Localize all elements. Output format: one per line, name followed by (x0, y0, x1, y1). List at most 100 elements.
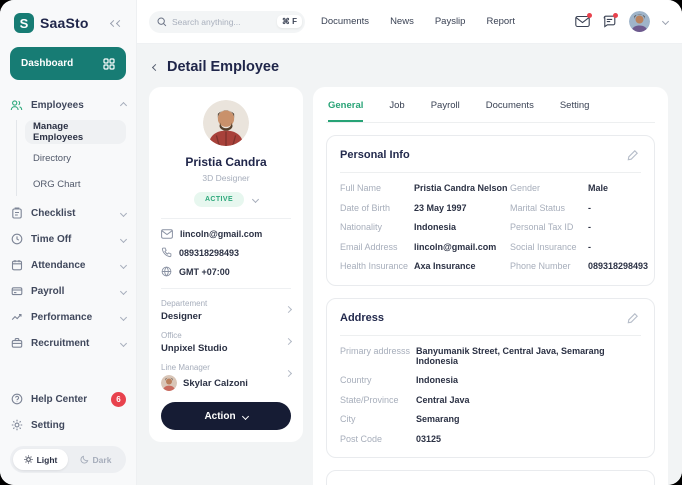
manager-name: Skylar Calzoni (183, 377, 248, 389)
info-value: Male (588, 183, 609, 193)
topbar: Search anything... ⌘ F Documents News Pa… (137, 0, 682, 44)
edit-icon[interactable] (625, 147, 641, 163)
employee-timezone-value: GMT +07:00 (179, 266, 230, 277)
edit-icon[interactable] (625, 310, 641, 326)
unread-dot (613, 13, 618, 18)
department-link[interactable]: Departement Designer (161, 299, 293, 322)
topnav-documents[interactable]: Documents (321, 16, 370, 27)
sidebar-item-dashboard[interactable]: Dashboard (10, 47, 126, 80)
info-label: Date of Birth (340, 202, 391, 213)
info-value: Banyumanik Street, Central Java, Semaran… (416, 345, 605, 366)
sidebar-item-performance[interactable]: Performance (10, 304, 128, 330)
info-value: - (588, 202, 591, 213)
section-title: Address (340, 311, 385, 324)
tab-documents[interactable]: Documents (485, 100, 534, 111)
info-label: Phone Number (510, 261, 571, 271)
sidebar-item-label: Checklist (31, 207, 76, 219)
theme-dark-button[interactable]: Dark (68, 449, 123, 470)
info-label: Personal Tax ID (510, 222, 574, 232)
search-shortcut-badge: ⌘ F (276, 15, 302, 28)
sidebar-item-org-chart[interactable]: ORG Chart (25, 172, 126, 196)
sidebar-item-recruitment[interactable]: Recruitment (10, 330, 128, 356)
info-label: Marital Status (510, 202, 566, 213)
sidebar-item-label: Time Off (31, 233, 72, 245)
trend-icon (10, 311, 23, 324)
info-value: Pristia Candra Nelson (414, 183, 508, 193)
back-icon[interactable] (151, 63, 160, 72)
sidebar-item-manage-employees[interactable]: Manage Employees (25, 120, 126, 144)
sub-item-label: Manage Employees (33, 121, 84, 143)
tab-general[interactable]: General (328, 100, 364, 122)
status-badge[interactable]: ACTIVE (193, 192, 245, 207)
sidebar-item-label: Setting (31, 419, 65, 431)
user-avatar[interactable] (629, 11, 650, 32)
tab-job[interactable]: Job (389, 100, 405, 111)
sub-item-label: ORG Chart (33, 178, 81, 190)
topnav-news[interactable]: News (390, 16, 414, 27)
line-manager-link[interactable]: Line Manager Skylar Calzoni (161, 363, 293, 391)
info-value: 089318298493 (588, 261, 649, 271)
top-navigation: Documents News Payslip Report (321, 16, 515, 27)
section-title: Personal Info (340, 149, 410, 161)
theme-dark-label: Dark (92, 454, 112, 465)
mail-icon[interactable] (575, 13, 592, 28)
user-menu-chevron-icon[interactable] (661, 17, 670, 26)
dashboard-label: Dashboard (21, 58, 74, 69)
office-value: Unpixel Studio (161, 343, 228, 354)
divider (340, 172, 641, 173)
page-header: Detail Employee (151, 59, 668, 75)
sidebar-item-payroll[interactable]: Payroll (10, 278, 128, 304)
calendar-icon (10, 259, 23, 272)
info-value: - (588, 241, 591, 252)
payroll-icon (10, 285, 23, 298)
chevron-down-icon (119, 261, 128, 269)
office-link[interactable]: Office Unpixel Studio (161, 331, 293, 354)
info-value: Semarang (416, 414, 460, 424)
department-label: Departement (161, 299, 208, 308)
info-label: Primary addresss (340, 345, 411, 356)
status-row: ACTIVE (161, 192, 291, 207)
sidebar-item-employees[interactable]: Employees (10, 92, 128, 118)
detail-tabs: General Job Payroll Documents Setting (326, 98, 655, 123)
sidebar-item-label: Employees (31, 99, 84, 111)
employee-timezone: GMT +07:00 (161, 266, 291, 277)
employee-phone: 089318298493 (161, 247, 291, 258)
moon-icon (80, 455, 88, 464)
page-title: Detail Employee (167, 59, 280, 75)
tab-payroll[interactable]: Payroll (430, 100, 460, 111)
topnav-payslip[interactable]: Payslip (434, 16, 466, 27)
tab-setting[interactable]: Setting (559, 100, 590, 111)
theme-toggle: Light Dark (10, 446, 126, 473)
employee-email-value: lincoln@gmail.com (180, 229, 263, 239)
message-icon[interactable] (603, 13, 618, 28)
sidebar-footer: Help Center 6 Setting (0, 386, 136, 438)
status-chevron-icon[interactable] (251, 195, 260, 204)
sidebar-item-time-off[interactable]: Time Off (10, 226, 128, 252)
sub-item-label: Directory (33, 152, 72, 164)
theme-light-button[interactable]: Light (13, 449, 68, 470)
line-manager-label: Line Manager (161, 363, 210, 372)
main-area: Search anything... ⌘ F Documents News Pa… (137, 0, 682, 485)
sidebar-item-setting[interactable]: Setting (10, 412, 126, 438)
info-value: Indonesia (416, 375, 459, 385)
divider (161, 288, 291, 289)
search-placeholder: Search anything... (172, 16, 241, 27)
collapse-sidebar-icon[interactable] (109, 19, 124, 28)
checklist-icon (10, 207, 23, 220)
action-button[interactable]: Action (161, 402, 291, 430)
grid-icon (103, 57, 115, 70)
employees-submenu: Manage Employees Directory ORG Chart (16, 120, 126, 196)
search-input[interactable]: Search anything... ⌘ F (149, 10, 305, 33)
sidebar-item-help-center[interactable]: Help Center 6 (10, 386, 126, 412)
topnav-report[interactable]: Report (486, 16, 515, 27)
sidebar-item-checklist[interactable]: Checklist (10, 200, 128, 226)
sidebar-item-label: Performance (31, 311, 93, 323)
chevron-down-icon (241, 412, 249, 420)
sidebar-item-attendance[interactable]: Attendance (10, 252, 128, 278)
brand-name: SaaSto (40, 15, 89, 31)
sidebar-item-directory[interactable]: Directory (25, 146, 126, 170)
employee-phone-value: 089318298493 (179, 247, 240, 258)
info-label: Nationality (340, 222, 383, 232)
info-value: Axa Insurance (414, 261, 476, 271)
